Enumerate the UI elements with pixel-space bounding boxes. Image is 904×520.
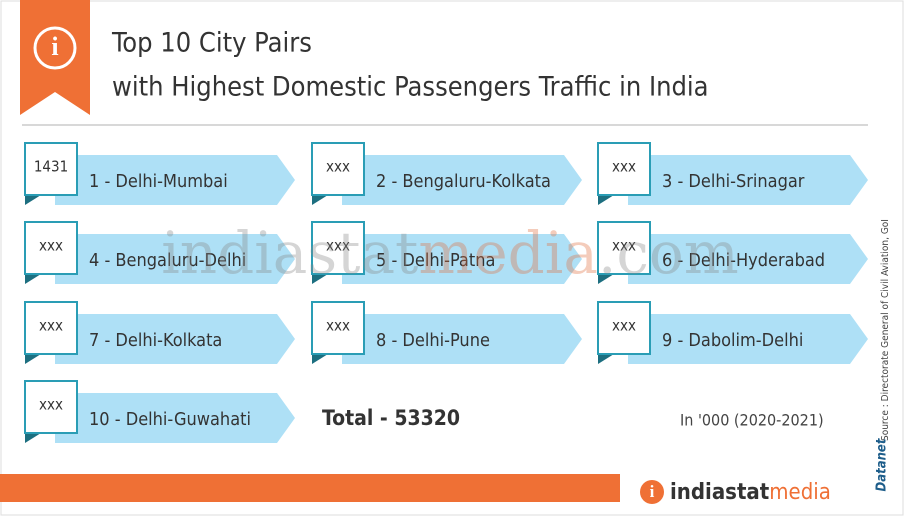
item-label: 1 - Delhi-Mumbai: [89, 171, 228, 192]
box-tab: [25, 433, 41, 443]
arrow-band: [55, 314, 295, 364]
ribbon: [20, 0, 90, 115]
watermark-part: .com: [598, 219, 739, 287]
source: Source : Directorate General of Civil Av…: [880, 219, 891, 441]
watermark-part: media: [418, 219, 598, 287]
item-label: 5 - Delhi-Patna: [376, 250, 495, 271]
unit-note: In '000 (2020-2021): [680, 411, 824, 430]
info-icon: [33, 26, 77, 70]
value-box: [597, 301, 651, 355]
arrow-band: [342, 314, 582, 364]
item-label: 8 - Delhi-Pune: [376, 330, 490, 351]
box-tab: [598, 274, 614, 284]
total: Total - 53320: [322, 406, 460, 430]
item-value: xxx: [39, 396, 63, 414]
arrow-band: [55, 393, 295, 443]
item-label: 4 - Bengaluru-Delhi: [89, 250, 246, 271]
arrow-band: [628, 234, 868, 284]
item-label: 6 - Delhi-Hyderabad: [662, 250, 825, 271]
watermark: indiastatmedia.com: [161, 219, 739, 287]
item-value: xxx: [326, 158, 350, 176]
item-value: xxx: [326, 317, 350, 335]
box-tab: [312, 274, 328, 284]
datanet: Datanet: [875, 438, 890, 491]
logo-icon: [640, 480, 664, 504]
arrow-band: [628, 314, 868, 364]
arrow-band: [55, 234, 295, 284]
value-box: [311, 221, 365, 275]
arrow-band: [628, 155, 868, 205]
value-box: [311, 142, 365, 196]
value-box: [24, 221, 78, 275]
arrow-band: [342, 155, 582, 205]
box-tab: [312, 354, 328, 364]
box-tab: [25, 195, 41, 205]
value-box: [24, 301, 78, 355]
item-value: xxx: [39, 317, 63, 335]
item-label: 3 - Delhi-Srinagar: [662, 171, 805, 192]
box-tab: [598, 195, 614, 205]
info-icon-letter: i: [51, 32, 58, 61]
footer-brand: indiastatmedia: [670, 480, 831, 505]
box-tab: [312, 195, 328, 205]
box-tab: [598, 354, 614, 364]
item-value: xxx: [612, 317, 636, 335]
item-label: 9 - Dabolim-Delhi: [662, 330, 803, 351]
value-box: [597, 221, 651, 275]
brand-part: media: [769, 480, 831, 505]
arrow-band: [55, 155, 295, 205]
item-label: 10 - Delhi-Guwahati: [89, 409, 251, 430]
logo-icon-letter: i: [650, 482, 655, 501]
box-tab: [25, 354, 41, 364]
arrow-band: [342, 234, 582, 284]
item-value: xxx: [326, 237, 350, 255]
value-box: [24, 142, 78, 196]
item-value: 1431: [34, 158, 68, 176]
value-box: [311, 301, 365, 355]
watermark-part: indiastat: [161, 219, 418, 287]
brand-part: indiastat: [670, 480, 770, 505]
item-value: xxx: [612, 158, 636, 176]
title-line1: Top 10 City Pairs: [111, 28, 312, 59]
item-label: 7 - Delhi-Kolkata: [89, 330, 222, 351]
item-value: xxx: [39, 237, 63, 255]
title-line2: with Highest Domestic Passengers Traffic…: [112, 72, 709, 103]
item-label: 2 - Bengaluru-Kolkata: [376, 171, 551, 192]
item-value: xxx: [612, 237, 636, 255]
value-box: [597, 142, 651, 196]
box-tab: [25, 274, 41, 284]
footer-bar: [0, 474, 620, 502]
value-box: [24, 380, 78, 434]
